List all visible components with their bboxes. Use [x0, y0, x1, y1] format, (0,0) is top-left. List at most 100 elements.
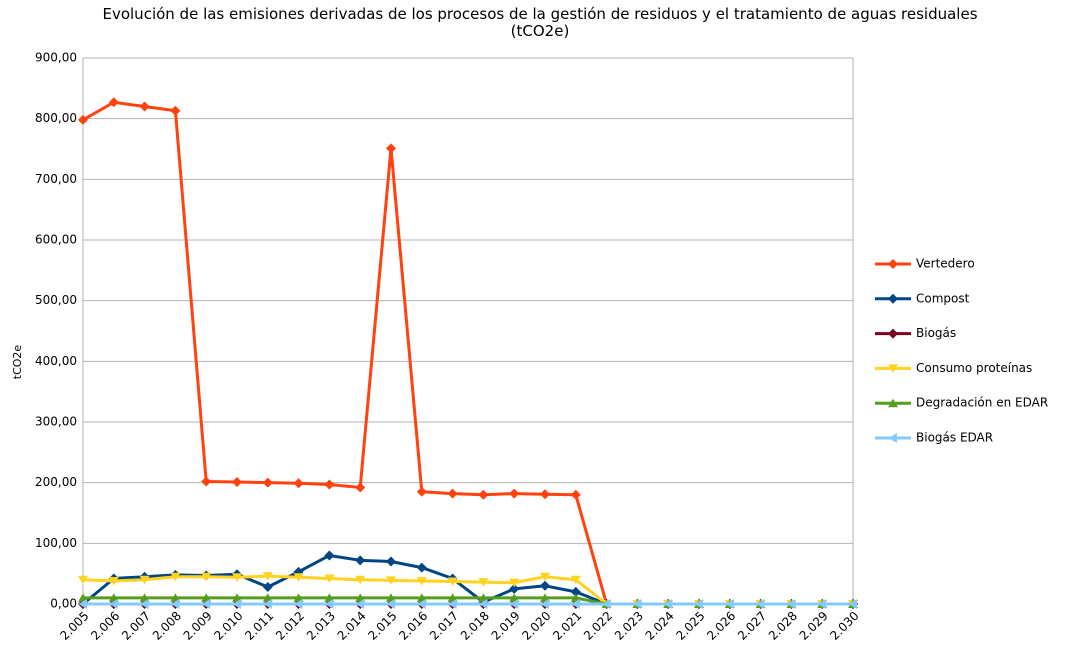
data-point [355, 555, 366, 566]
y-tick-label: 700,00 [35, 172, 77, 186]
x-tick-label: 2.005 [57, 609, 91, 643]
x-tick-label: 2.018 [458, 609, 492, 643]
data-point [540, 489, 550, 500]
data-point [386, 143, 396, 154]
data-point [262, 572, 273, 581]
data-point [694, 599, 703, 609]
x-tick-label: 2.011 [242, 609, 276, 643]
y-tick-label: 0,00 [50, 597, 77, 611]
data-point [324, 479, 335, 490]
legend-marker [888, 259, 898, 269]
data-point [509, 488, 520, 499]
x-tick-label: 2.006 [88, 609, 122, 643]
data-point [447, 577, 458, 587]
data-point [571, 599, 580, 609]
data-point [232, 593, 242, 602]
data-point [78, 114, 88, 125]
y-axis-label: tCO2e [11, 345, 24, 380]
data-point [386, 576, 396, 585]
data-point [232, 599, 241, 609]
data-point [786, 599, 796, 609]
data-point [663, 599, 673, 609]
y-tick-label: 300,00 [35, 415, 77, 429]
chart-title: Evolución de las emisiones derivadas de … [102, 5, 978, 40]
data-point [355, 599, 365, 609]
x-tick-label: 2.008 [150, 609, 184, 643]
x-tick-label: 2.030 [827, 609, 861, 643]
x-tick-label: 2.022 [581, 609, 615, 643]
data-point [201, 599, 211, 609]
data-point [108, 593, 119, 602]
x-tick-label: 2.015 [365, 609, 399, 643]
data-point [478, 578, 489, 587]
data-point [324, 593, 335, 602]
data-point [293, 478, 304, 489]
data-point [109, 599, 118, 609]
y-tick-label: 200,00 [35, 475, 77, 489]
x-tick-label: 2.020 [519, 609, 553, 643]
data-point [201, 476, 212, 487]
x-tick-label: 2.014 [335, 609, 369, 643]
data-point [324, 550, 335, 561]
data-point [478, 489, 489, 500]
x-tick-label: 2.027 [735, 609, 769, 643]
x-tick-label: 2.025 [673, 609, 707, 643]
data-point [139, 593, 150, 602]
data-point [262, 582, 273, 593]
data-point [324, 574, 335, 584]
data-point [570, 593, 581, 602]
data-point [632, 599, 642, 609]
data-point [170, 599, 180, 609]
data-point [570, 489, 581, 500]
legend-label: Vertedero [916, 257, 975, 271]
data-point [509, 583, 520, 594]
data-point [355, 593, 366, 602]
legend-label: Compost [916, 291, 970, 305]
data-point [817, 599, 827, 609]
data-point [170, 105, 181, 116]
data-point [509, 593, 520, 602]
data-point [78, 593, 88, 602]
x-tick-label: 2.029 [797, 609, 831, 643]
legend-marker [888, 398, 898, 408]
data-point [263, 599, 272, 609]
x-tick-label: 2.023 [612, 609, 646, 643]
legend-label: Biogás EDAR [916, 431, 993, 445]
data-point [602, 599, 611, 609]
x-tick-label: 2.021 [550, 609, 584, 643]
legend-label: Degradación en EDAR [916, 396, 1048, 410]
data-point [140, 599, 149, 609]
data-point [78, 575, 88, 585]
data-point [447, 593, 458, 602]
y-tick-label: 900,00 [35, 51, 77, 65]
data-point [509, 599, 519, 609]
data-point [447, 488, 458, 499]
data-point [478, 593, 489, 602]
data-point [201, 572, 212, 582]
x-tick-label: 2.013 [304, 609, 338, 643]
data-point [725, 599, 734, 609]
y-tick-label: 800,00 [35, 111, 77, 125]
legend-marker [888, 328, 898, 339]
data-point [232, 573, 242, 582]
data-point [540, 599, 549, 609]
data-point [170, 593, 181, 602]
data-point [262, 593, 273, 602]
data-point [417, 599, 426, 609]
y-tick-label: 100,00 [35, 536, 77, 550]
x-tick-label: 2.019 [489, 609, 523, 643]
data-point [509, 578, 520, 588]
data-point [139, 101, 150, 112]
data-point [139, 575, 150, 585]
legend-marker [888, 364, 898, 373]
data-point [293, 573, 304, 582]
legend-label: Consumo proteínas [916, 361, 1032, 375]
data-point [386, 599, 395, 609]
y-tick-label: 500,00 [35, 293, 77, 307]
data-point [540, 572, 550, 582]
legend-marker [888, 293, 898, 304]
data-point [386, 593, 396, 602]
x-tick-label: 2.016 [396, 609, 430, 643]
